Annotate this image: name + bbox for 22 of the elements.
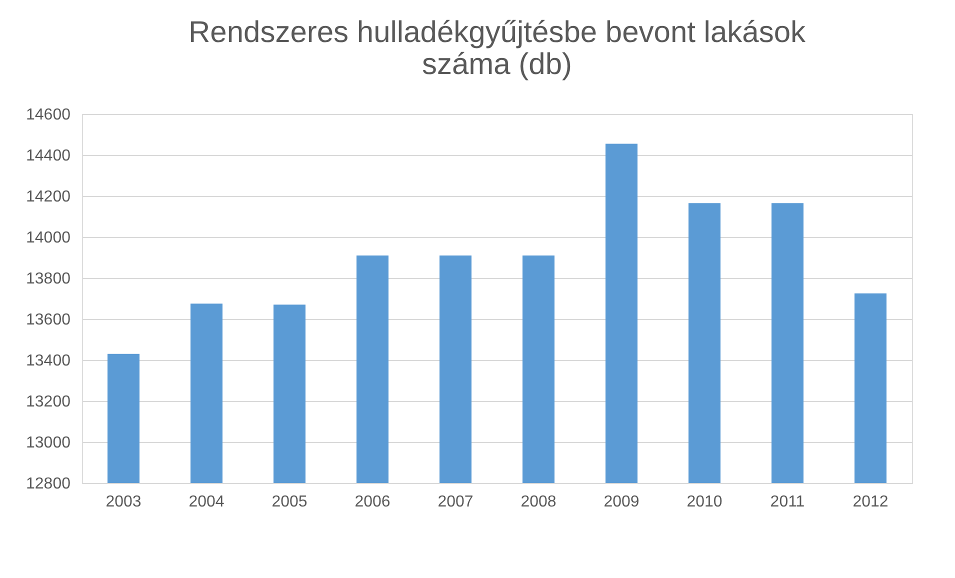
y-tick-label: 13200	[26, 394, 71, 410]
text: Rendszeres hulladékgyűjtésbe bevont lakások	[188, 16, 806, 49]
x-tick-label: 2008	[520, 494, 556, 510]
x-tick-label: 2006	[354, 494, 390, 510]
text: száma (db)	[422, 48, 572, 81]
y-tick-label: 13800	[26, 270, 71, 288]
x-tick-label: 2003	[106, 494, 142, 510]
y-tick-label: 14600	[26, 106, 71, 124]
x-tick-label: 2012	[852, 494, 888, 510]
y-tick-label: 13400	[26, 352, 71, 370]
x-tick-label: 2004	[188, 494, 224, 510]
y-tick-label: 13600	[26, 312, 71, 328]
y-tick-label: 14400	[26, 148, 71, 164]
x-tick-label: 2011	[770, 494, 805, 510]
x-tick-label: 2009	[604, 494, 640, 510]
y-tick-label: 12800	[26, 476, 71, 492]
x-tick-label: 2010	[686, 494, 722, 510]
x-tick-label: 2007	[438, 494, 474, 510]
y-tick-label: 14000	[26, 230, 71, 246]
x-tick-label: 2005	[272, 494, 308, 510]
y-tick-label: 14200	[26, 188, 71, 206]
y-tick-label: 13000	[26, 434, 71, 452]
